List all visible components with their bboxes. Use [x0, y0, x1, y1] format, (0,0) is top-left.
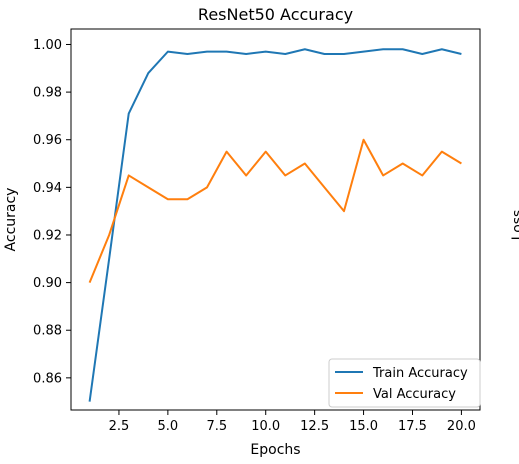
x-axis-label: Epochs	[250, 442, 300, 458]
y-tick-label: 0.88	[33, 324, 62, 339]
y-tick-label: 1.00	[33, 38, 62, 53]
legend-box	[328, 358, 481, 408]
x-tick-label: 5.0	[158, 419, 179, 434]
x-tick-label: 12.5	[300, 419, 329, 434]
legend-label-train: Train Accuracy	[372, 366, 468, 381]
x-tick-label: 17.5	[398, 419, 427, 434]
series-line-train-accuracy	[88, 48, 462, 402]
y-tick-label: 0.86	[33, 371, 62, 386]
legend-label-val: Val Accuracy	[373, 387, 456, 402]
plot-frame	[70, 28, 481, 411]
y-tick-label: 0.94	[33, 181, 62, 196]
x-tick-label: 20.0	[447, 419, 476, 434]
y-axis: 0.86 0.88 0.90 0.92 0.94 0.96 0.98 1.00	[33, 38, 71, 386]
chart-title: ResNet50 Accuracy	[198, 5, 353, 24]
y-tick-label: 0.92	[33, 228, 62, 243]
y-tick-label: 0.90	[33, 276, 62, 291]
x-tick-label: 7.5	[206, 419, 227, 434]
plot-area	[70, 28, 481, 411]
y-tick-label: 0.98	[33, 86, 62, 101]
right-edge-loss-label: Loss	[510, 210, 519, 241]
y-axis-label: Accuracy	[3, 188, 19, 252]
x-axis: 2.5 5.0 7.5 10.0 12.5 15.0 17.5 20.0	[109, 410, 476, 434]
legend: Train Accuracy Val Accuracy	[328, 358, 481, 408]
x-tick-label: 10.0	[251, 419, 280, 434]
series-layer	[88, 48, 462, 402]
x-tick-label: 2.5	[109, 419, 130, 434]
y-tick-label: 0.96	[33, 133, 62, 148]
x-tick-label: 15.0	[349, 419, 378, 434]
series-line-val-accuracy	[88, 138, 462, 283]
